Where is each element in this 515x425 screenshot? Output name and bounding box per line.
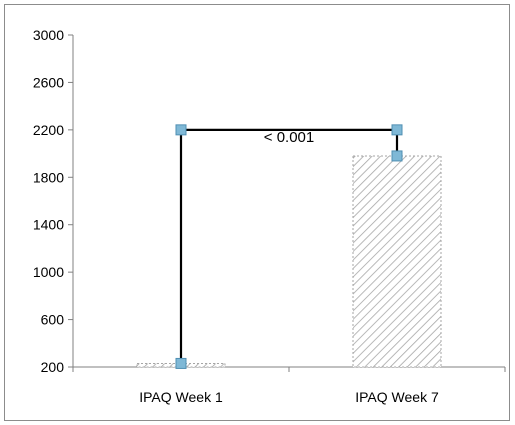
y-tick-label: 2200 — [33, 122, 64, 138]
significance-label: < 0.001 — [264, 129, 314, 146]
chart-frame: < 0.001 200 600 1000 1400 1800 2200 2600 3000 IP… — [4, 4, 510, 421]
y-tick-label: 1000 — [33, 264, 64, 280]
y-tick-label: 2600 — [33, 74, 64, 90]
bracket-marker — [175, 357, 187, 369]
y-tick-label: 1800 — [33, 169, 64, 185]
bracket-marker — [391, 150, 403, 162]
y-tick-label: 1400 — [33, 217, 64, 233]
bar-chart: < 0.001 200 600 1000 1400 1800 2200 2600 3000 IP… — [33, 27, 506, 405]
x-tick-label: IPAQ Week 1 — [139, 389, 223, 405]
bracket-marker — [391, 124, 403, 136]
significance-bracket-line — [179, 128, 399, 364]
y-tick-label: 200 — [41, 359, 65, 375]
bracket-marker — [175, 124, 187, 136]
x-tick-label: IPAQ Week 7 — [355, 389, 439, 405]
y-tick-label: 3000 — [33, 27, 64, 43]
y-tick-label: 600 — [41, 312, 65, 328]
bar — [352, 155, 442, 368]
